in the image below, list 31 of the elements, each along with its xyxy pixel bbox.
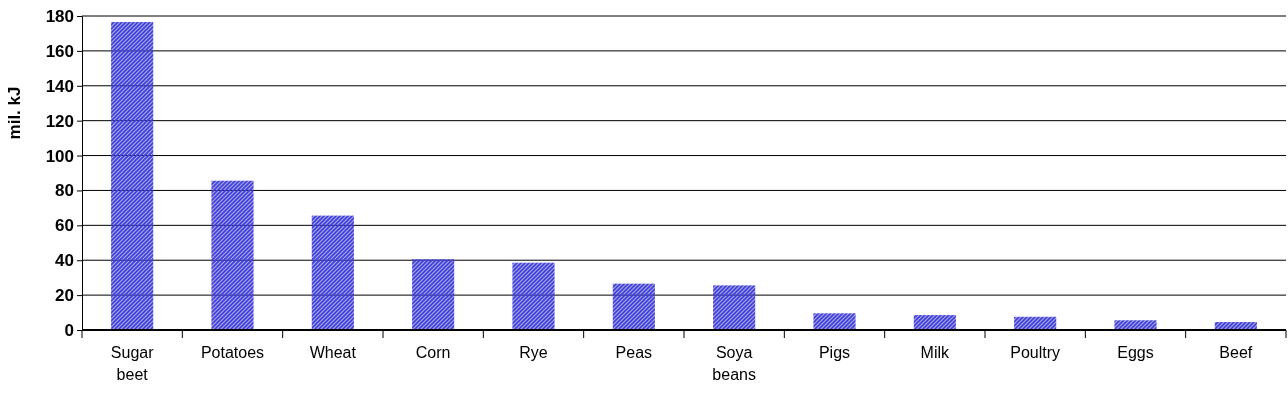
x-tick-label: Wheat — [309, 344, 357, 361]
bar — [713, 285, 756, 331]
x-tick-label: Corn — [415, 344, 451, 361]
bar — [111, 21, 154, 331]
x-tick-label: Rye — [519, 344, 548, 361]
y-tick-label: 40 — [55, 251, 74, 271]
bar — [512, 262, 555, 331]
y-tick-label: 0 — [64, 320, 74, 340]
x-tick-label: Potatoes — [200, 344, 265, 361]
y-tick-label: 120 — [45, 111, 74, 131]
bar — [211, 180, 254, 331]
y-tick-label: 60 — [55, 216, 74, 236]
y-tick-label: 20 — [55, 286, 74, 306]
x-tick-label: Milk — [920, 344, 951, 361]
x-tick-label: Peas — [615, 344, 653, 361]
x-tick-label: Poultry — [1010, 344, 1061, 361]
x-tick-label: Soya beans — [712, 344, 756, 383]
y-tick-label: 100 — [45, 146, 74, 166]
x-tick-label: Sugar beet — [110, 344, 155, 383]
bar — [412, 259, 455, 331]
bar — [311, 215, 354, 331]
y-tick-label: 180 — [45, 6, 74, 26]
x-tick-label: Eggs — [1117, 344, 1154, 361]
y-tick-label: 80 — [55, 181, 74, 201]
bar — [813, 313, 856, 331]
x-tick-label: Beef — [1219, 344, 1253, 361]
x-tick-label: Pigs — [818, 344, 851, 361]
y-tick-label: 160 — [45, 41, 74, 61]
y-tick-label: 140 — [45, 76, 74, 96]
y-axis-title: mil. kJ — [5, 86, 24, 140]
bar — [612, 283, 655, 331]
